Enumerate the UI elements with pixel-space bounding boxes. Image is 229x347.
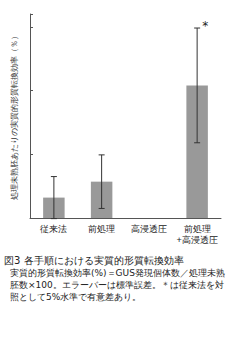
html-text:図3 各手順における実質的形質転換効率: 図3 各手順における実質的形質転換効率 (4, 255, 184, 266)
svg-text:従来法: 従来法 (40, 224, 67, 234)
svg-text:+高浸透圧: +高浸透圧 (176, 235, 217, 245)
svg-text:高浸透圧: 高浸透圧 (131, 224, 167, 234)
svg-text:前処理: 前処理 (88, 224, 115, 234)
html-text:実質的形質転換効率(%)＝GUS発現個体数／処理未熟胚数×1: 実質的形質転換効率(%)＝GUS発現個体数／処理未熟胚数×100。エラーバーは標… (10, 268, 225, 302)
svg-text:*: * (202, 19, 208, 33)
svg-text:前処理: 前処理 (184, 224, 211, 234)
svg-text:処理未熟胚あたりの実質的形質転換効率（％）: 処理未熟胚あたりの実質的形質転換効率（％） (10, 32, 19, 200)
